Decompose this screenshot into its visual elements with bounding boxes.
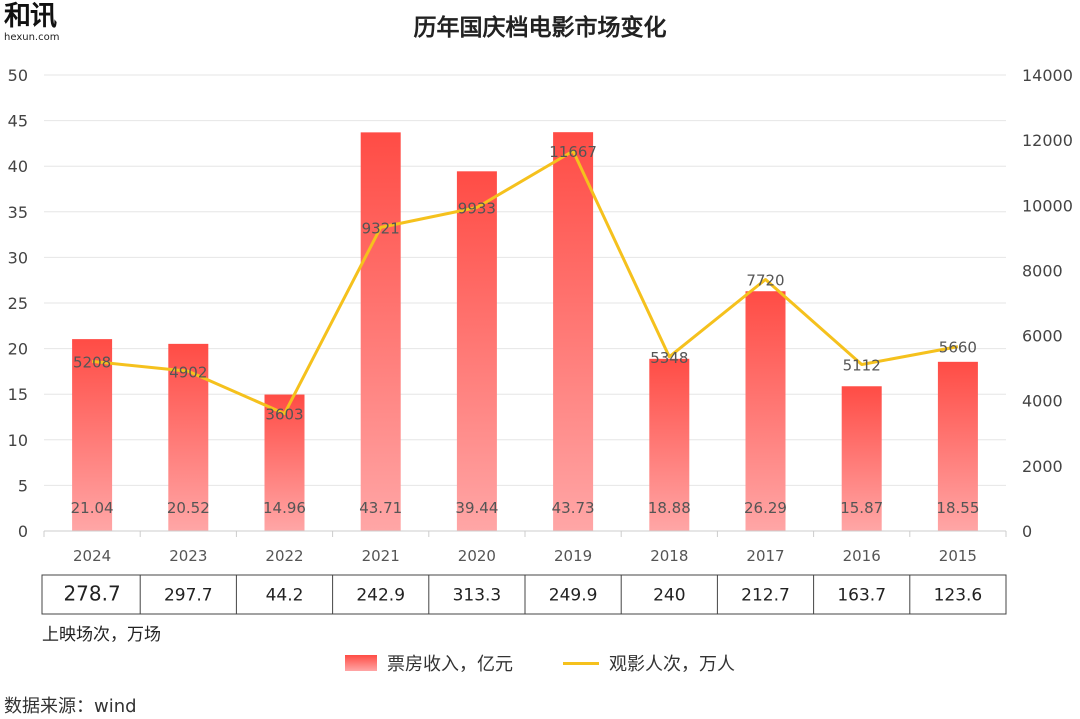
table-cell-value: 240 (653, 586, 685, 606)
right-axis-tick-label: 4000 (1022, 392, 1063, 411)
bar (553, 132, 594, 531)
table-cell-value: 212.7 (741, 586, 790, 606)
bar (841, 386, 882, 531)
left-axis-tick-label: 30 (8, 248, 28, 267)
left-axis-tick-label: 20 (8, 340, 28, 359)
logo-main-text: 和讯 (4, 1, 57, 32)
bar-value-label: 26.29 (744, 499, 787, 517)
bar (264, 394, 305, 531)
line-value-label: 4902 (169, 363, 207, 381)
data-source: 数据来源：wind (4, 696, 137, 717)
bar-value-label: 21.04 (71, 499, 114, 517)
line-value-label: 5112 (843, 356, 881, 374)
bar-value-label: 15.87 (840, 499, 883, 517)
right-axis-tick-label: 14000 (1022, 66, 1073, 85)
right-axis: 0 2000 4000 6000 8000 10000 12000 14000 (1022, 66, 1073, 541)
line-value-label: 5660 (939, 339, 977, 357)
line-value-label: 5348 (650, 349, 688, 367)
legend: 票房收入，亿元 观影人次，万人 (0, 650, 1080, 676)
left-axis-tick-label: 15 (8, 385, 28, 404)
x-axis-tick-label: 2019 (554, 547, 592, 565)
right-axis-tick-label: 12000 (1022, 131, 1073, 150)
bar-series (72, 132, 978, 532)
table-cell-value: 242.9 (356, 586, 405, 606)
table-cell-value: 44.2 (266, 586, 304, 606)
left-axis-tick-label: 40 (8, 157, 28, 176)
data-labels: 21.04 20.52 14.96 43.71 39.44 43.73 18.88 26.29… (71, 143, 980, 517)
left-axis-tick-label: 25 (8, 294, 28, 313)
x-axis-tick-label: 2016 (843, 547, 881, 565)
line-value-label: 9321 (362, 219, 400, 237)
left-axis: 0 5 10 15 20 25 30 35 40 45 50 (8, 66, 28, 541)
table-cell-value: 278.7 (63, 582, 120, 606)
bar (937, 361, 978, 531)
x-axis-tick-label: 2022 (265, 547, 303, 565)
left-axis-tick-label: 10 (8, 431, 28, 450)
bar-value-label: 18.55 (936, 499, 979, 517)
bar (745, 291, 786, 531)
legend-label-bar: 票房收入，亿元 (387, 654, 513, 675)
table-cell-value: 297.7 (164, 586, 213, 606)
legend-swatch-bar (345, 655, 377, 671)
line-value-label: 11667 (549, 143, 597, 161)
left-axis-tick-label: 0 (18, 522, 28, 541)
line-series (91, 149, 959, 416)
legend-item-bar: 票房收入，亿元 (345, 650, 513, 676)
bar-value-label: 43.73 (552, 499, 595, 517)
left-axis-tick-label: 45 (8, 112, 28, 131)
bar (456, 171, 497, 532)
line-value-label: 9933 (458, 199, 496, 217)
screenings-table: 278.7 297.7 44.2 242.9 313.3 249.9 240 212.7 163… (41, 574, 1007, 615)
bar (649, 358, 690, 531)
legend-item-line: 观影人次，万人 (563, 650, 735, 676)
bar-value-label: 43.71 (359, 499, 402, 517)
line-value-label: 5208 (73, 353, 111, 371)
table-cell-value: 123.6 (934, 586, 983, 606)
left-axis-tick-label: 35 (8, 203, 28, 222)
table-caption: 上映场次，万场 (42, 625, 161, 645)
x-axis-tick-label: 2020 (458, 547, 496, 565)
x-axis-tick-label: 2018 (650, 547, 688, 565)
bar (360, 132, 401, 531)
right-axis-tick-label: 8000 (1022, 261, 1063, 280)
table-cell-value: 249.9 (549, 586, 598, 606)
x-axis: 2024 2023 2022 2021 2020 2019 2018 2017 2016 2015 (43, 530, 1007, 565)
right-axis-tick-label: 6000 (1022, 327, 1063, 346)
bar-value-label: 39.44 (455, 499, 498, 517)
bar (168, 343, 209, 531)
line-value-label: 3603 (265, 406, 303, 424)
legend-swatch-line (563, 661, 599, 665)
series-line (91, 149, 959, 416)
x-axis-tick-label: 2017 (746, 547, 784, 565)
logo-sub-text: hexun.com (4, 32, 60, 43)
right-axis-tick-label: 10000 (1022, 196, 1073, 215)
bar-value-label: 18.88 (648, 499, 691, 517)
left-axis-tick-label: 50 (8, 66, 28, 85)
table-cell-value: 163.7 (837, 586, 886, 606)
hexun-logo: 和讯 hexun.com (4, 2, 74, 44)
chart-title: 历年国庆档电影市场变化 (413, 15, 667, 41)
bar-value-label: 20.52 (167, 499, 210, 517)
table-cell-value: 313.3 (453, 586, 502, 606)
legend-label-line: 观影人次，万人 (609, 654, 735, 675)
right-axis-tick-label: 2000 (1022, 457, 1063, 476)
right-axis-tick-label: 0 (1022, 522, 1032, 541)
x-axis-tick-label: 2023 (169, 547, 207, 565)
bar (72, 339, 113, 531)
table-border (41, 574, 1007, 615)
x-axis-tick-label: 2024 (73, 547, 111, 565)
left-axis-tick-label: 5 (18, 476, 28, 495)
x-axis-tick-label: 2021 (362, 547, 400, 565)
bar-value-label: 14.96 (263, 499, 306, 517)
line-value-label: 7720 (746, 272, 784, 290)
x-axis-tick-label: 2015 (939, 547, 977, 565)
